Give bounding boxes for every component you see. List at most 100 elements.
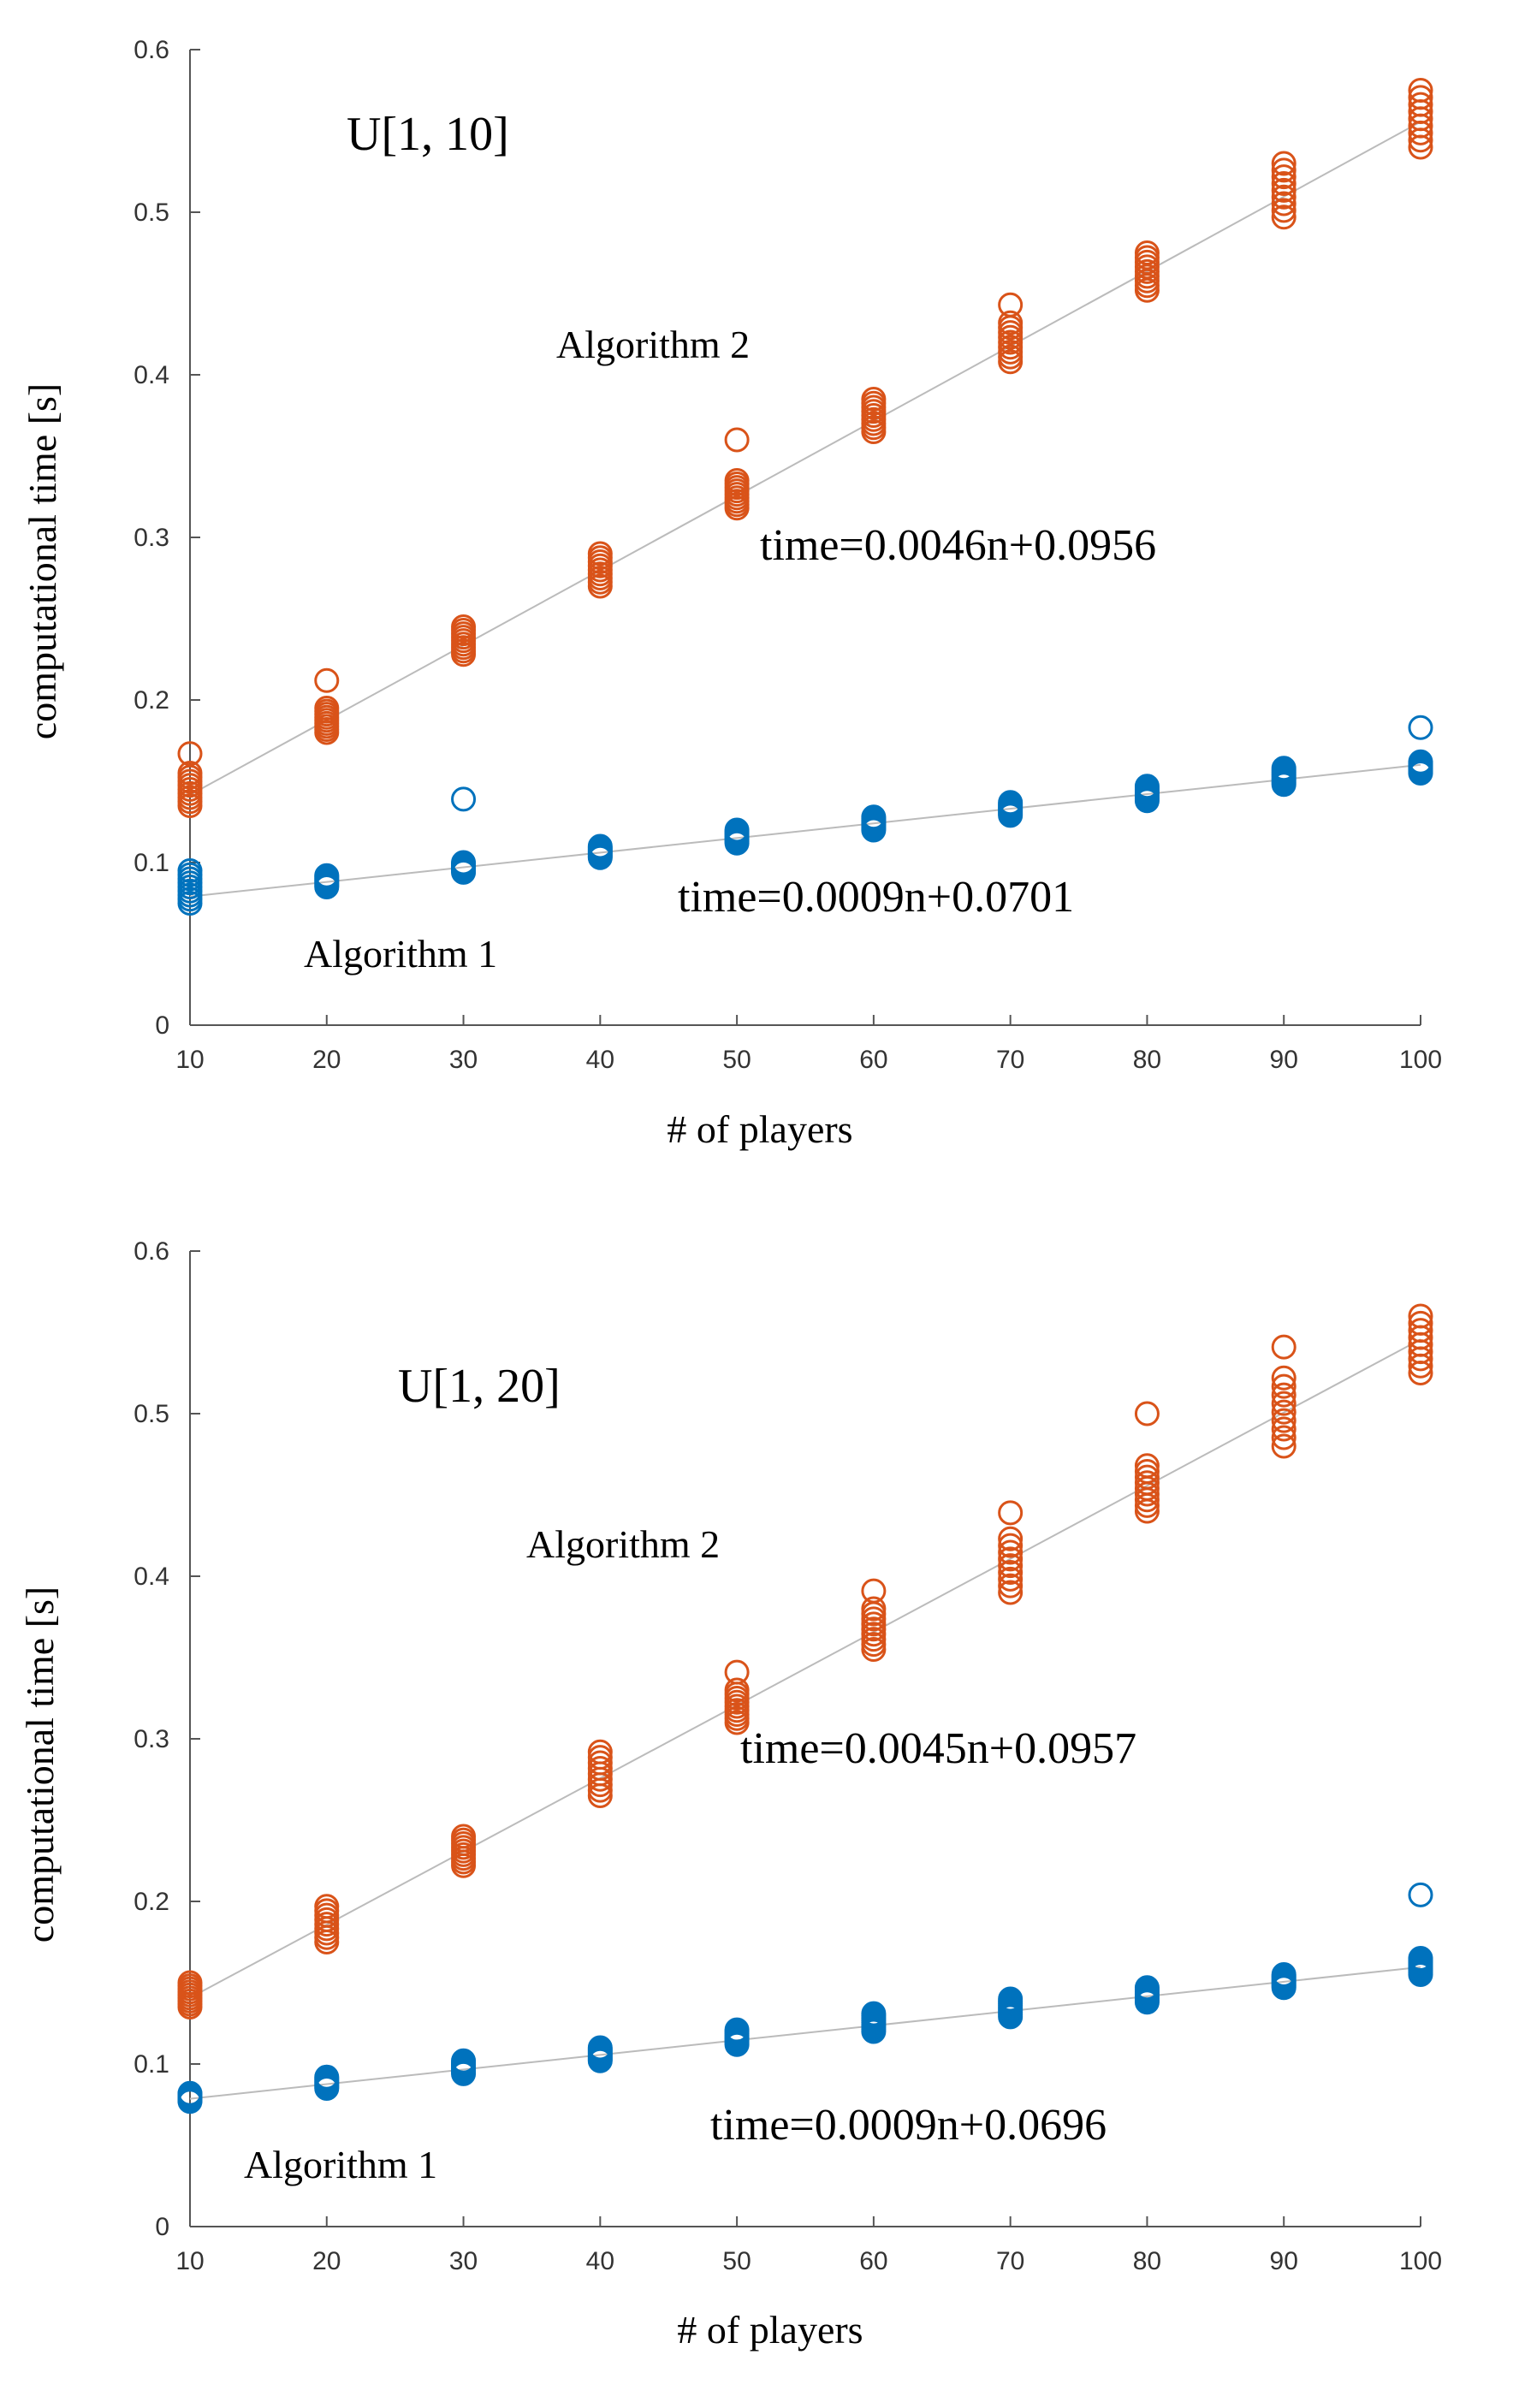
data-point [724, 468, 750, 493]
outlier-point [724, 1659, 750, 1685]
x-tick-label: 100 [1399, 2247, 1442, 2275]
data-point [1271, 205, 1296, 230]
outlier-point [998, 1500, 1024, 1526]
y-tick-label: 0.1 [134, 2050, 169, 2079]
data-point [1271, 1382, 1296, 1408]
outlier-point [1408, 715, 1433, 740]
x-axis-title: # of players [667, 1107, 852, 1151]
y-tick-label: 0.5 [134, 199, 169, 227]
x-tick-label: 60 [859, 2247, 887, 2275]
data-point [1408, 1318, 1433, 1343]
data-point [861, 804, 887, 830]
data-point [1271, 1433, 1296, 1459]
data-point [998, 1533, 1024, 1558]
outlier-point [451, 786, 477, 812]
data-point [1134, 1458, 1160, 1484]
x-tick-label: 30 [449, 1046, 478, 1074]
data-point [1134, 240, 1160, 265]
data-point [451, 614, 477, 639]
data-point [1271, 157, 1296, 183]
data-point [177, 1970, 203, 1996]
fit-equation-algorithm-1: time=0.0009n+0.0701 [678, 873, 1074, 922]
data-point [861, 1596, 887, 1622]
y-tick-label: 0.1 [134, 849, 169, 877]
data-point [998, 1553, 1024, 1579]
algorithm-1-label: Algorithm 1 [304, 932, 497, 976]
data-point [1408, 1310, 1433, 1336]
data-point [177, 2080, 203, 2106]
data-point [1271, 1373, 1296, 1399]
y-axis-title: computational time [s] [18, 1587, 62, 1942]
x-tick-label: 20 [312, 2247, 341, 2275]
data-point [314, 696, 340, 721]
chart-panel-bottom: 10 20 30 40 50 60 70 80 90 100 0 0.1 0.2 0.3 0.4 0.5 0.6… [18, 1237, 1442, 2352]
data-point [1271, 198, 1296, 223]
x-tick-label: 60 [859, 1046, 887, 1074]
x-tick-label: 80 [1133, 2247, 1161, 2275]
data-point [1271, 756, 1296, 781]
x-tick-label: 10 [175, 2247, 204, 2275]
data-point [1271, 164, 1296, 190]
data-point [1271, 1962, 1296, 1987]
data-point [451, 1824, 477, 1849]
outlier-point [177, 741, 203, 767]
data-point [861, 387, 887, 412]
data-point [998, 1526, 1024, 1551]
data-point [177, 858, 203, 883]
y-tick-label: 0 [155, 2213, 169, 2241]
algorithm-2-label: Algorithm 2 [556, 323, 750, 366]
data-point [1271, 1425, 1296, 1450]
data-point [1134, 1453, 1160, 1479]
y-tick-label: 0.6 [134, 36, 169, 64]
data-point [1408, 1946, 1433, 1971]
data-point [1271, 184, 1296, 210]
regression-line [189, 763, 1421, 898]
outlier-point [1408, 1882, 1433, 1907]
data-point [1271, 1365, 1296, 1391]
data-point [1271, 191, 1296, 216]
data-point [998, 1546, 1024, 1572]
regression-line [189, 121, 1421, 796]
data-point [1408, 85, 1433, 110]
data-point [724, 817, 750, 843]
data-point [1271, 171, 1296, 197]
data-point [451, 850, 477, 875]
data-point [1271, 1399, 1296, 1425]
data-point [1134, 1975, 1160, 2001]
data-point [998, 790, 1024, 816]
data-point [998, 1559, 1024, 1585]
data-point [1408, 749, 1433, 774]
y-tick-label: 0.4 [134, 361, 169, 389]
outlier-point [861, 1578, 887, 1604]
x-axis-title: # of players [677, 2308, 863, 2352]
data-point [587, 541, 613, 566]
x-tick-label: 70 [996, 2247, 1024, 2275]
regression-line [189, 1338, 1421, 1999]
distribution-label: U[1, 10] [347, 108, 509, 161]
fit-equation-algorithm-1: time=0.0009n+0.0696 [710, 2101, 1107, 2150]
data-point [861, 2001, 887, 2026]
y-axis-title: computational time [s] [21, 383, 64, 739]
data-point [998, 1986, 1024, 2012]
data-point [587, 1739, 613, 1764]
algorithm-1-label: Algorithm 1 [244, 2143, 437, 2186]
data-point [998, 310, 1024, 335]
data-point [314, 1894, 340, 1919]
x-tick-label: 80 [1133, 1046, 1161, 1074]
regression-line [189, 1966, 1421, 2100]
data-point [1134, 1464, 1160, 1490]
distribution-label: U[1, 20] [398, 1360, 561, 1413]
data-point [451, 2048, 477, 2073]
data-point [1271, 177, 1296, 203]
x-tick-label: 100 [1399, 1046, 1442, 1074]
data-point [724, 2017, 750, 2043]
data-point [1134, 774, 1160, 799]
y-tick-label: 0.3 [134, 1725, 169, 1753]
x-tick-label: 40 [586, 1046, 614, 1074]
y-tick-label: 0.5 [134, 1400, 169, 1428]
x-tick-label: 70 [996, 1046, 1024, 1074]
outlier-point [724, 427, 750, 453]
data-point [314, 2064, 340, 2090]
outlier-point [1134, 1401, 1160, 1426]
x-tick-label: 50 [722, 1046, 751, 1074]
